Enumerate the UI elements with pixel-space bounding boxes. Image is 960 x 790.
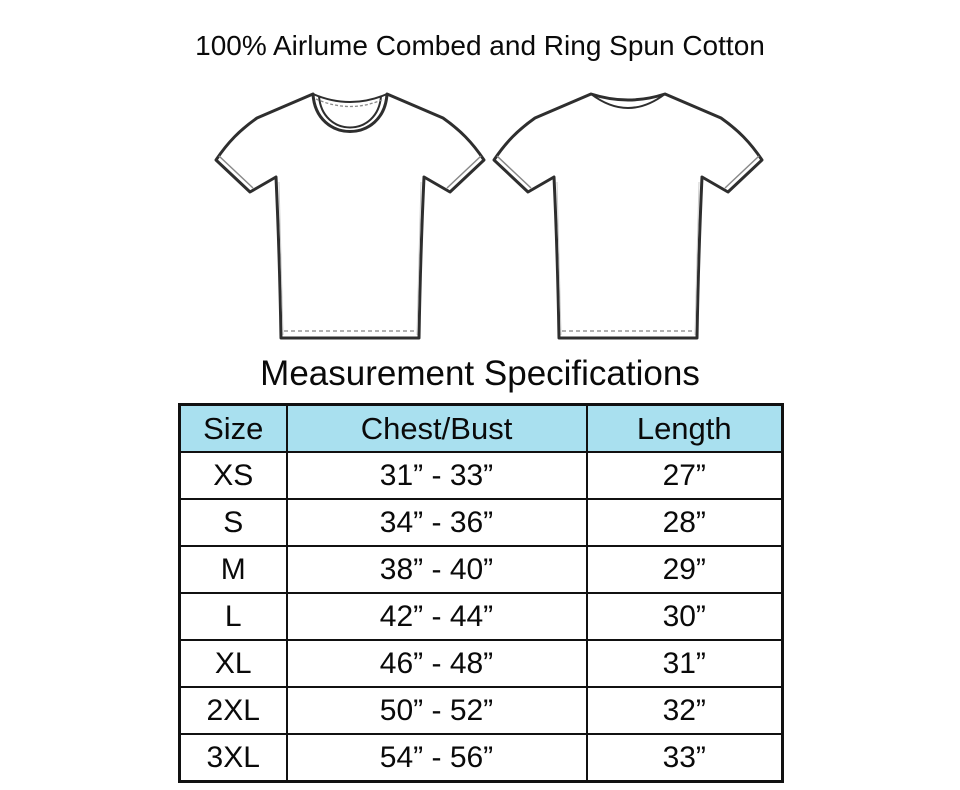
size-cell: XS [178,451,288,500]
tshirt-front-icon [214,92,486,340]
tshirt-back-icon [492,92,764,340]
length-cell: 28” [585,498,784,547]
table-row: XS 31” - 33” 27” [178,451,784,500]
size-table: Size Chest/Bust Length XS 31” - 33” 27” S 34… [178,403,784,783]
length-cell: 30” [585,592,784,641]
chest-cell: 34” - 36” [285,498,588,547]
product-material-title: 100% Airlume Combed and Ring Spun Cotton [195,30,765,61]
table-row: M 38” - 40” 29” [178,545,784,594]
length-cell: 33” [585,733,784,783]
length-cell: 31” [585,639,784,688]
column-header-length: Length [585,403,784,453]
table-row: 2XL 50” - 52” 32” [178,686,784,735]
chest-cell: 38” - 40” [285,545,588,594]
table-row: L 42” - 44” 30” [178,592,784,641]
chest-cell: 54” - 56” [285,733,588,783]
table-header-row: Size Chest/Bust Length [178,403,784,453]
size-cell: 2XL [178,686,288,735]
table-row: S 34” - 36” 28” [178,498,784,547]
length-cell: 32” [585,686,784,735]
table-row: XL 46” - 48” 31” [178,639,784,688]
chest-cell: 31” - 33” [285,451,588,500]
tshirt-back-graphic [488,80,768,353]
length-cell: 29” [585,545,784,594]
tshirt-front-graphic [210,80,490,353]
table-row: 3XL 54” - 56” 33” [178,733,784,783]
size-table-body: XS 31” - 33” 27” S 34” - 36” 28” M 38” - 40” 29”… [178,451,784,783]
section-heading: Measurement Specifications [260,354,700,393]
chest-cell: 50” - 52” [285,686,588,735]
length-cell: 27” [585,451,784,500]
size-cell: M [178,545,288,594]
chest-cell: 42” - 44” [285,592,588,641]
size-cell: S [178,498,288,547]
chest-cell: 46” - 48” [285,639,588,688]
size-cell: 3XL [178,733,288,783]
size-cell: L [178,592,288,641]
column-header-chest: Chest/Bust [285,403,588,453]
size-cell: XL [178,639,288,688]
column-header-size: Size [178,403,288,453]
